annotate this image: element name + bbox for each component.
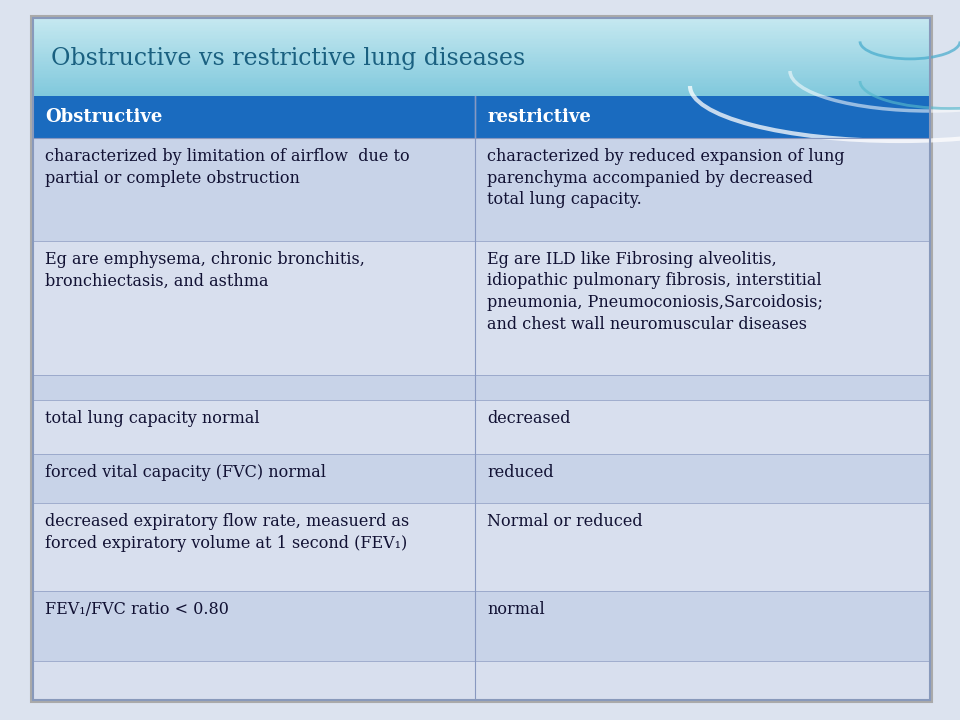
- Bar: [33, 42, 930, 45]
- Bar: [33, 454, 475, 503]
- Bar: [475, 591, 930, 661]
- Bar: [33, 55, 930, 58]
- Text: Eg are ILD like Fibrosing alveolitis,
idiopathic pulmonary fibrosis, interstitia: Eg are ILD like Fibrosing alveolitis, id…: [488, 251, 824, 333]
- Bar: [33, 47, 930, 49]
- Bar: [33, 48, 930, 50]
- Text: FEV₁/FVC ratio < 0.80: FEV₁/FVC ratio < 0.80: [45, 601, 228, 618]
- Bar: [33, 24, 930, 27]
- Bar: [475, 503, 930, 591]
- Bar: [33, 241, 475, 374]
- Bar: [33, 81, 930, 84]
- Bar: [33, 68, 930, 71]
- Bar: [33, 68, 930, 70]
- Bar: [33, 65, 930, 67]
- Bar: [33, 19, 930, 22]
- Bar: [33, 36, 930, 38]
- Bar: [33, 74, 930, 76]
- Bar: [33, 591, 475, 661]
- Bar: [33, 26, 930, 28]
- Bar: [33, 95, 930, 97]
- Bar: [33, 50, 930, 53]
- Text: reduced: reduced: [488, 464, 554, 481]
- Bar: [475, 400, 930, 454]
- Bar: [33, 32, 930, 35]
- Bar: [33, 83, 930, 85]
- Bar: [33, 138, 475, 241]
- Bar: [33, 62, 930, 65]
- Bar: [33, 39, 930, 41]
- Bar: [33, 53, 930, 55]
- Bar: [33, 84, 930, 86]
- Bar: [33, 78, 930, 80]
- Bar: [33, 21, 930, 23]
- Bar: [33, 27, 930, 30]
- Bar: [33, 81, 930, 83]
- Bar: [475, 661, 930, 700]
- Bar: [33, 374, 475, 400]
- Bar: [33, 75, 930, 78]
- Text: Eg are emphysema, chronic bronchitis,
bronchiectasis, and asthma: Eg are emphysema, chronic bronchitis, br…: [45, 251, 365, 289]
- Bar: [33, 503, 475, 591]
- Bar: [33, 79, 930, 81]
- Bar: [33, 89, 930, 91]
- Bar: [33, 73, 930, 75]
- Bar: [33, 70, 930, 72]
- Text: Obstructive vs restrictive lung diseases: Obstructive vs restrictive lung diseases: [51, 47, 525, 70]
- Bar: [33, 44, 930, 46]
- Bar: [33, 61, 930, 63]
- Bar: [33, 28, 930, 31]
- Text: Normal or reduced: Normal or reduced: [488, 513, 643, 531]
- Bar: [33, 49, 930, 52]
- Bar: [33, 76, 930, 78]
- Text: characterized by reduced expansion of lung
parenchyma accompanied by decreased
t: characterized by reduced expansion of lu…: [488, 148, 845, 208]
- Text: normal: normal: [488, 601, 545, 618]
- Bar: [33, 96, 475, 138]
- Text: restrictive: restrictive: [488, 108, 591, 126]
- Bar: [33, 91, 930, 93]
- Bar: [33, 40, 930, 42]
- Bar: [475, 96, 930, 138]
- Bar: [33, 22, 930, 24]
- Bar: [475, 374, 930, 400]
- Bar: [33, 30, 930, 32]
- Text: forced vital capacity (FVC) normal: forced vital capacity (FVC) normal: [45, 464, 326, 481]
- Bar: [475, 138, 930, 241]
- Text: decreased: decreased: [488, 410, 571, 428]
- Bar: [33, 66, 930, 68]
- Bar: [33, 41, 930, 44]
- Bar: [33, 57, 930, 59]
- Bar: [33, 71, 930, 73]
- Bar: [33, 87, 930, 89]
- Bar: [33, 58, 930, 60]
- Bar: [33, 34, 930, 36]
- Text: characterized by limitation of airflow  due to
partial or complete obstruction: characterized by limitation of airflow d…: [45, 148, 410, 186]
- Text: Obstructive: Obstructive: [45, 108, 162, 126]
- Bar: [33, 60, 930, 62]
- Bar: [33, 92, 930, 94]
- Bar: [33, 35, 930, 37]
- Bar: [33, 400, 475, 454]
- Bar: [33, 55, 930, 57]
- Text: total lung capacity normal: total lung capacity normal: [45, 410, 259, 428]
- Bar: [33, 37, 930, 40]
- Bar: [33, 18, 930, 20]
- Text: decreased expiratory flow rate, measuerd as
forced expiratory volume at 1 second: decreased expiratory flow rate, measuerd…: [45, 513, 409, 552]
- Bar: [33, 23, 930, 25]
- Bar: [33, 86, 930, 88]
- Bar: [33, 52, 930, 54]
- Bar: [475, 454, 930, 503]
- Bar: [33, 63, 930, 66]
- Bar: [33, 31, 930, 33]
- Bar: [33, 661, 475, 700]
- Bar: [33, 89, 930, 91]
- Bar: [33, 94, 930, 96]
- Bar: [33, 45, 930, 48]
- Bar: [475, 241, 930, 374]
